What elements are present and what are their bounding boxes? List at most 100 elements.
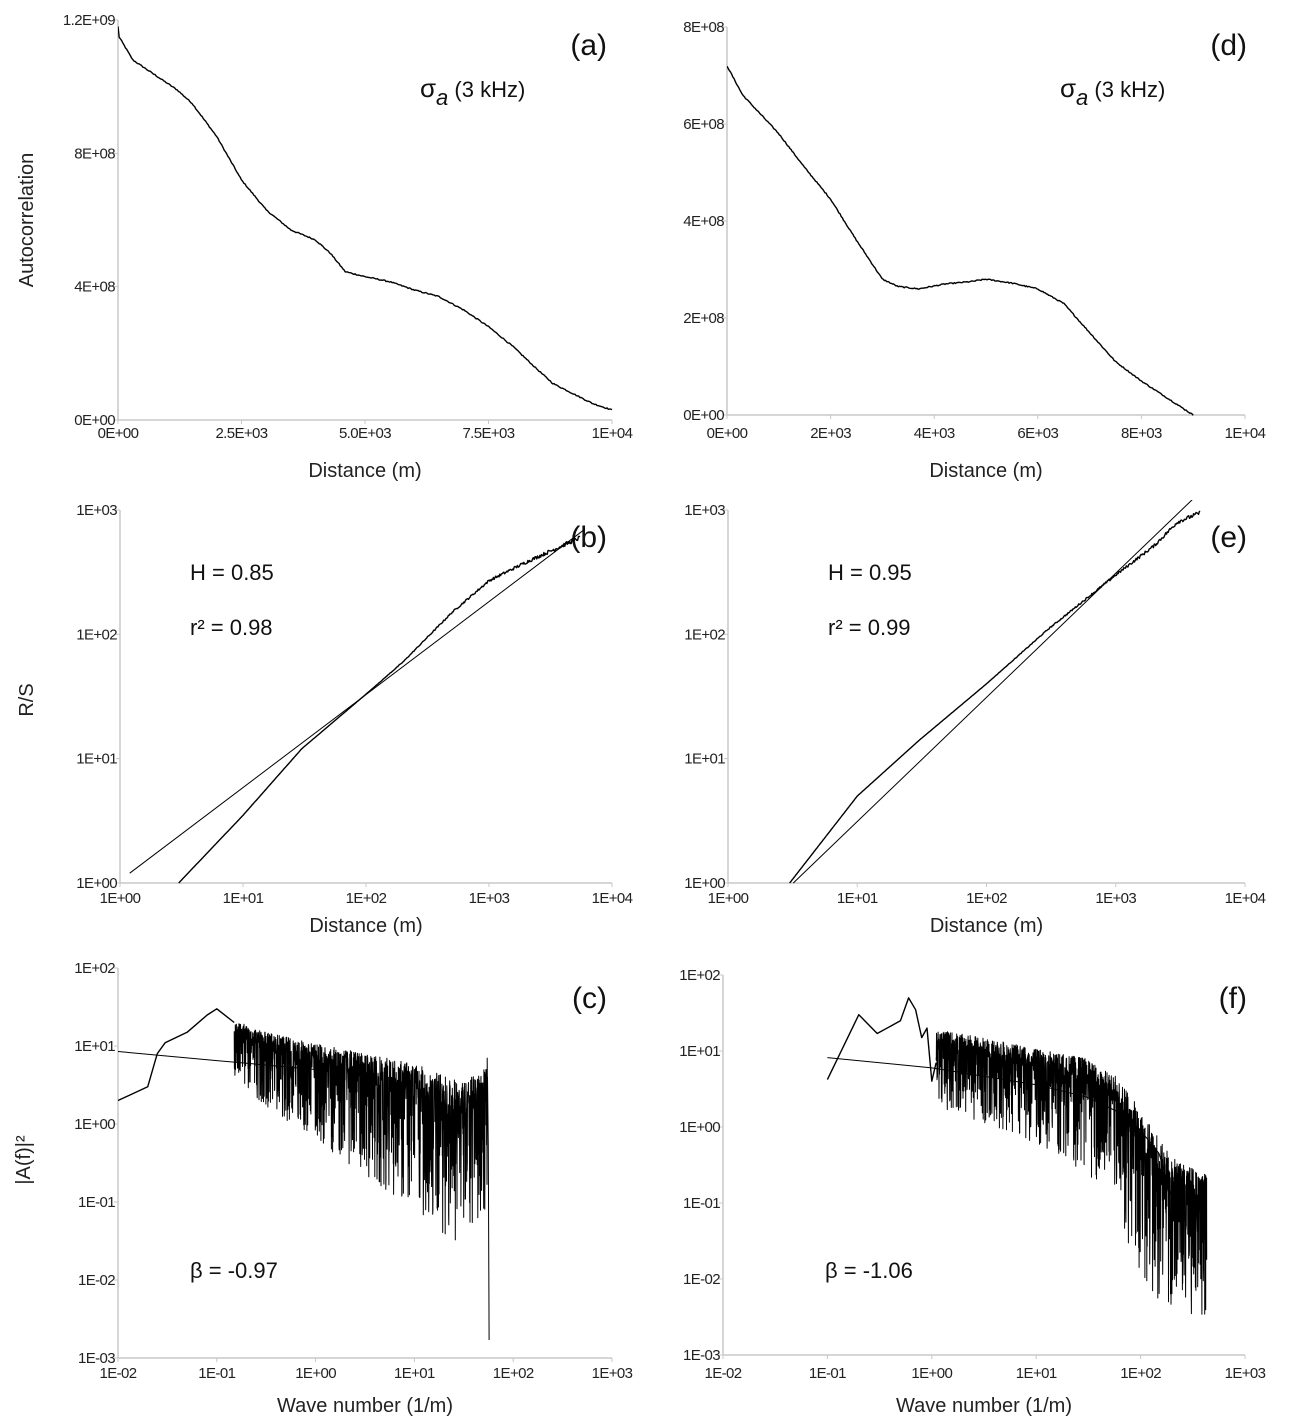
series-spectrum <box>118 1008 235 1102</box>
series-fit <box>129 528 586 874</box>
y-tick-label: 1E+02 <box>684 626 725 643</box>
series-spectrum-noisy <box>935 1031 1208 1315</box>
x-tick-label: 0E+00 <box>707 425 748 442</box>
x-tick-label: 1E+04 <box>592 425 633 442</box>
y-tick-label: 1E+01 <box>74 1038 115 1055</box>
x-tick-label: 1E+03 <box>469 890 510 907</box>
x-axis-title: Distance (m) <box>929 460 1042 482</box>
y-axis-title: Autocorrelation <box>16 153 38 288</box>
x-tick-label: 1E+01 <box>837 890 878 907</box>
x-tick-label: 7.5E+03 <box>462 425 514 442</box>
x-tick-label: 1E+00 <box>911 1365 952 1382</box>
annotation-line: H = 0.95 <box>828 560 912 585</box>
x-tick-label: 1E+01 <box>223 890 264 907</box>
x-axis-title: Distance (m) <box>309 915 422 937</box>
y-tick-label: 4E+08 <box>683 213 724 230</box>
y-tick-label: 6E+08 <box>683 116 724 133</box>
x-tick-label: 1E+01 <box>394 1365 435 1382</box>
y-tick-label: 1E-01 <box>683 1195 720 1212</box>
y-axis-title: R/S <box>16 683 38 716</box>
y-tick-label: 1E-02 <box>78 1272 115 1289</box>
series-fit <box>827 1057 1173 1198</box>
y-tick-label: 1E+01 <box>679 1043 720 1060</box>
x-tick-label: 1E+03 <box>1095 890 1136 907</box>
x-axis-title: Wave number (1/m) <box>277 1395 453 1417</box>
x-axis-title: Distance (m) <box>930 915 1043 937</box>
series-spectrum <box>826 997 937 1082</box>
x-tick-label: 1E+04 <box>1225 425 1266 442</box>
x-tick-label: 1E-02 <box>99 1365 136 1382</box>
annotation-subscript: a <box>436 85 448 110</box>
annotation-line: β = -0.97 <box>190 1258 278 1283</box>
annotation-symbol: σ <box>1060 73 1076 103</box>
annotation-symbol: σ <box>420 73 436 103</box>
y-tick-label: 8E+08 <box>74 145 115 162</box>
x-tick-label: 1E-01 <box>198 1365 235 1382</box>
panel-label: (a) <box>570 29 607 62</box>
x-tick-label: 1E+03 <box>592 1365 633 1382</box>
y-tick-label: 1.2E+09 <box>63 12 115 29</box>
panel-label: (b) <box>570 521 607 554</box>
x-tick-label: 2E+03 <box>810 425 851 442</box>
x-axis-title: Wave number (1/m) <box>896 1395 1072 1417</box>
x-tick-label: 1E+02 <box>966 890 1007 907</box>
y-tick-label: 0E+00 <box>683 407 724 424</box>
series-r-s-data <box>178 535 581 884</box>
y-tick-label: 0E+00 <box>74 412 115 429</box>
x-tick-label: 1E-02 <box>704 1365 741 1382</box>
x-tick-label: 6E+03 <box>1017 425 1058 442</box>
y-tick-label: 4E+08 <box>74 279 115 296</box>
y-tick-label: 1E+02 <box>679 967 720 984</box>
y-tick-label: 1E+03 <box>684 502 725 519</box>
x-tick-label: 2.5E+03 <box>215 425 267 442</box>
x-tick-label: 1E+04 <box>1225 890 1266 907</box>
series-autocorrelation <box>118 26 613 411</box>
y-tick-label: 1E+00 <box>679 1119 720 1136</box>
panel-label: (c) <box>572 982 607 1015</box>
x-tick-label: 1E-01 <box>809 1365 846 1382</box>
x-axis-title: Distance (m) <box>308 460 421 482</box>
series-spectrum-noisy <box>233 1023 490 1341</box>
x-tick-label: 8E+03 <box>1121 425 1162 442</box>
y-tick-label: 1E+02 <box>74 960 115 977</box>
series-fit <box>792 500 1193 884</box>
panel-label: (f) <box>1219 982 1247 1015</box>
annotation-line: r² = 0.98 <box>190 615 273 640</box>
y-tick-label: 1E-02 <box>683 1271 720 1288</box>
x-tick-label: 5.0E+03 <box>339 425 391 442</box>
y-tick-label: 8E+08 <box>683 19 724 36</box>
x-tick-label: 0E+00 <box>98 425 139 442</box>
y-tick-label: 1E+01 <box>684 751 725 768</box>
y-tick-label: 1E+00 <box>74 1116 115 1133</box>
y-tick-label: 2E+08 <box>683 310 724 327</box>
x-tick-label: 1E+00 <box>295 1365 336 1382</box>
series-fit <box>118 1051 316 1070</box>
series-autocorrelation <box>727 65 1194 416</box>
y-axis-title: |A(f)|² <box>13 1135 35 1185</box>
panel-b: 1E+00 1E+01 1E+02 1E+03 1E+00 1E+01 1E+02 1E+03… <box>16 502 633 937</box>
annotation-line: r² = 0.99 <box>828 615 911 640</box>
x-tick-label: 4E+03 <box>914 425 955 442</box>
y-tick-label: 1E-01 <box>78 1194 115 1211</box>
y-tick-label: 1E+03 <box>76 502 117 519</box>
panel-e: 1E+00 1E+01 1E+02 1E+03 1E+00 1E+01 1E+02 1E+03… <box>684 500 1266 937</box>
y-tick-label: 1E+00 <box>684 875 725 892</box>
y-tick-label: 1E-03 <box>78 1350 115 1367</box>
annotation-line: β = -1.06 <box>825 1258 913 1283</box>
x-tick-label: 1E+03 <box>1225 1365 1266 1382</box>
x-tick-label: 1E+04 <box>592 890 633 907</box>
x-tick-label: 1E+01 <box>1016 1365 1057 1382</box>
annotation: σa (3 kHz) <box>420 73 525 110</box>
panel-a: 0E+00 4E+08 8E+08 1.2E+09 0E+00 2.5E+03 5.0E+0… <box>16 12 633 482</box>
x-tick-label: 1E+00 <box>708 890 749 907</box>
y-tick-label: 1E-03 <box>683 1347 720 1364</box>
annotation-text: (3 kHz) <box>448 77 525 102</box>
x-tick-label: 1E+00 <box>100 890 141 907</box>
panel-label: (d) <box>1210 29 1247 62</box>
annotation-text: (3 kHz) <box>1088 77 1165 102</box>
x-tick-label: 1E+02 <box>493 1365 534 1382</box>
annotation-subscript: a <box>1076 85 1088 110</box>
